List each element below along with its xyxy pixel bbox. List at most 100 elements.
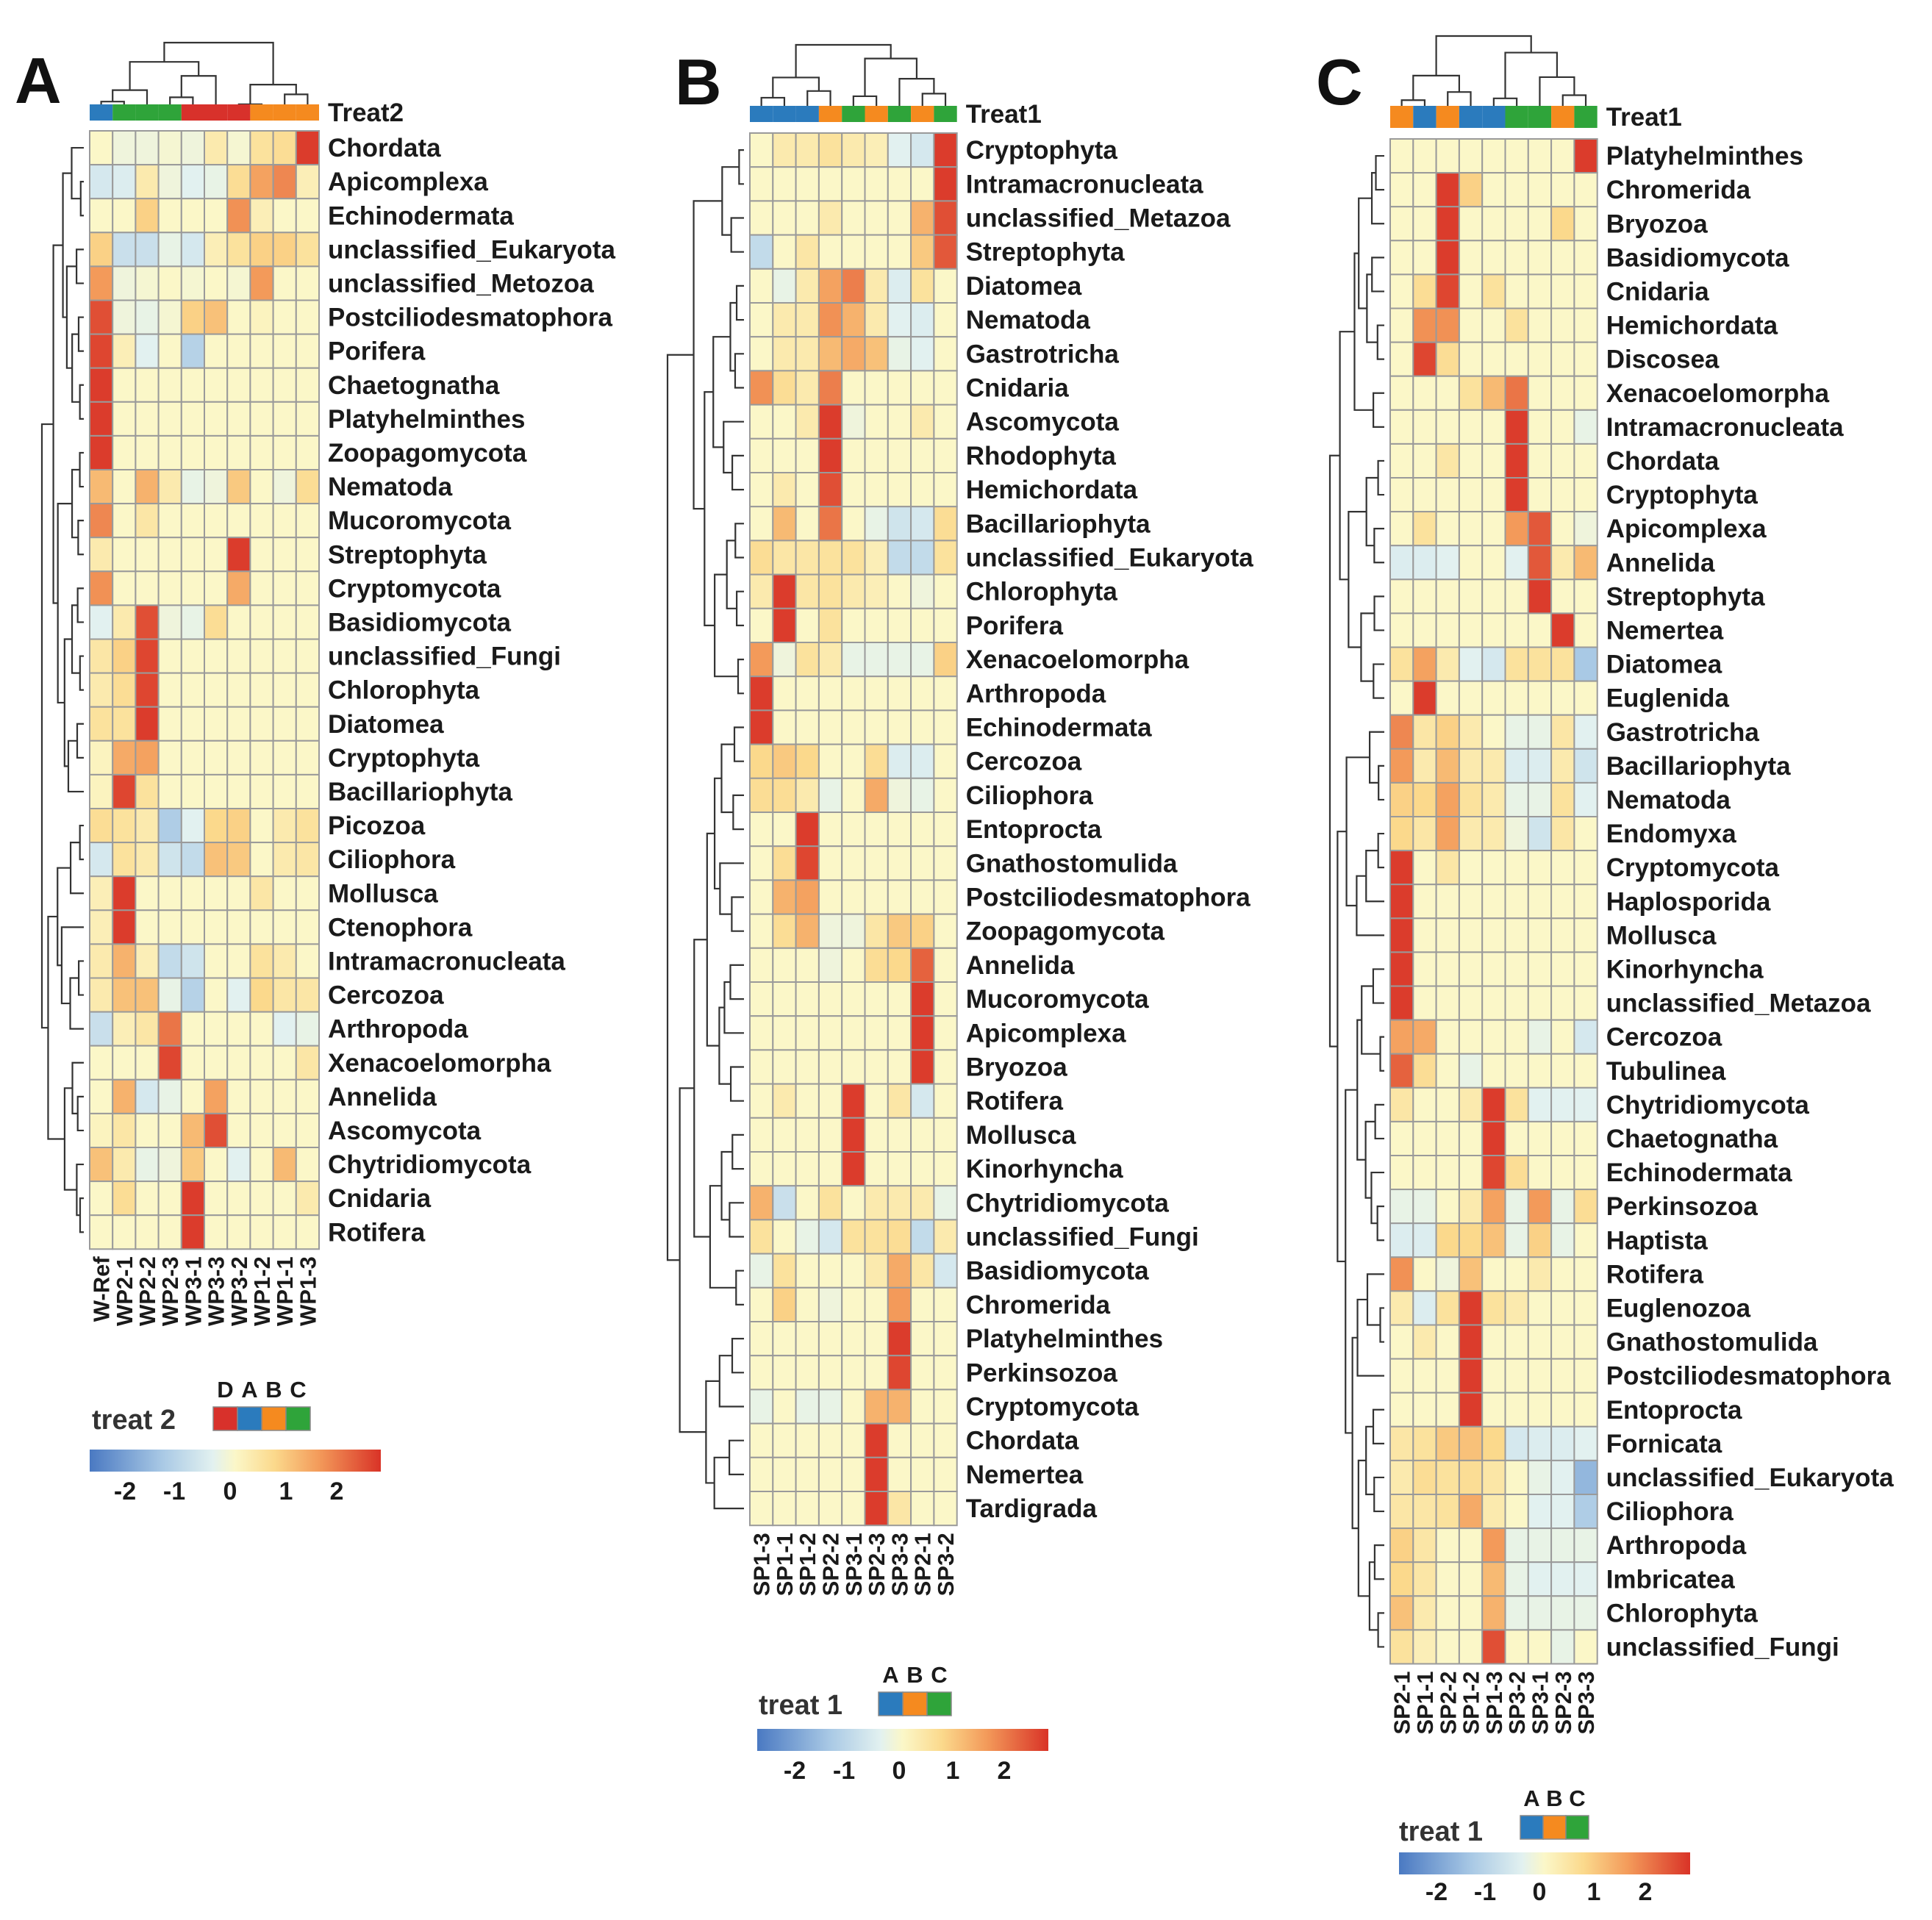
- panel-A-row-label: Cryptomycota: [328, 574, 501, 603]
- panel-C-heatmap-cell: [1504, 1290, 1529, 1326]
- panel-A-heatmap-cell: [272, 164, 297, 200]
- panel-A-heatmap-cell: [180, 299, 206, 335]
- panel-B-heatmap-cell: [817, 336, 843, 372]
- panel-B-heatmap-cell: [749, 1049, 774, 1085]
- panel-A-heatmap-cell: [112, 943, 137, 979]
- panel-C-heatmap-cell: [1527, 1256, 1553, 1292]
- panel-A-heatmap-cell: [226, 1112, 251, 1149]
- panel-B-heatmap-cell: [817, 1185, 843, 1221]
- panel-C-annotation-cell: [1390, 106, 1414, 128]
- panel-A-heatmap-cell: [89, 333, 114, 369]
- panel-A-heatmap-cell: [112, 638, 137, 674]
- panel-B-heatmap-cell: [817, 947, 843, 984]
- panel-A-heatmap-cell: [89, 1112, 114, 1149]
- panel-B-heatmap-cell: [933, 404, 958, 440]
- panel-C-heatmap-cell: [1573, 884, 1598, 920]
- panel-A-row-label: Cnidaria: [328, 1184, 432, 1213]
- panel-A-heatmap-cell: [249, 434, 274, 471]
- panel-A-heatmap-cell: [180, 977, 206, 1013]
- panel-A-heatmap-cell: [295, 672, 320, 708]
- panel-C-heatmap-cell: [1412, 307, 1437, 343]
- panel-C-heatmap-cell: [1389, 172, 1414, 208]
- panel-C-heatmap-cell: [1573, 341, 1598, 377]
- panel-A-heatmap-cell: [272, 604, 297, 640]
- panel-C-heatmap-cell: [1458, 273, 1484, 309]
- panel-A-heatmap-cell: [226, 1181, 251, 1217]
- panel-B-heatmap-cell: [887, 1422, 912, 1458]
- panel-C-heatmap-cell: [1412, 138, 1437, 174]
- panel-C-heatmap-cell: [1573, 307, 1598, 343]
- panel-A-heatmap-cell: [112, 875, 137, 911]
- panel-B-heatmap-cell: [749, 1456, 774, 1493]
- panel-A-heatmap-cell: [249, 875, 274, 911]
- panel-A-heatmap-cell: [295, 232, 320, 268]
- panel-B-heatmap-cell: [887, 1355, 912, 1391]
- panel-A-heatmap-cell: [204, 198, 229, 234]
- panel-B-colorbar-tick: -1: [833, 1757, 855, 1785]
- panel-C-heatmap-cell: [1458, 1324, 1484, 1360]
- panel-B-row-label: Chlorophyta: [966, 578, 1118, 606]
- panel-A-heatmap-cell: [157, 537, 182, 573]
- panel-A-heatmap-cell: [204, 367, 229, 403]
- panel-B-heatmap-cell: [841, 642, 866, 678]
- panel-A-heatmap-cell: [204, 265, 229, 301]
- panel-C-heatmap-cell: [1481, 850, 1506, 886]
- panel-C-heatmap-cell: [1458, 1561, 1484, 1597]
- panel-A-heatmap-cell: [89, 638, 114, 674]
- panel-C-heatmap-cell: [1481, 138, 1506, 174]
- panel-A-column-label: WP1-3: [295, 1256, 321, 1326]
- panel-B-heatmap-cell: [864, 268, 889, 304]
- panel-B-heatmap-cell: [749, 1117, 774, 1153]
- panel-A-row-label: Echinodermata: [328, 201, 514, 230]
- panel-A-row-label: Xenacoelomorpha: [328, 1049, 551, 1078]
- panel-C-heatmap-cell: [1573, 1256, 1598, 1292]
- panel-B-heatmap-cell: [864, 709, 889, 745]
- panel-C-heatmap-cell: [1412, 1561, 1437, 1597]
- panel-C-heatmap-cell: [1527, 1391, 1553, 1428]
- panel-A-heatmap-cell: [226, 570, 251, 606]
- panel-C-heatmap-cell: [1573, 138, 1598, 174]
- panel-C-heatmap-cell: [1527, 714, 1553, 750]
- panel-A-heatmap-cell: [112, 1078, 137, 1114]
- panel-B-heatmap-cell: [841, 132, 866, 168]
- panel-C-heatmap-cell: [1435, 172, 1460, 208]
- panel-C-column-label: SP2-2: [1435, 1672, 1461, 1735]
- panel-C-heatmap-cell: [1504, 375, 1529, 411]
- panel-A-heatmap-cell: [226, 232, 251, 268]
- panel-A-heatmap-cell: [180, 842, 206, 878]
- panel-A-row-label: unclassified_Eukaryota: [328, 235, 616, 264]
- panel-B-heatmap-cell: [817, 302, 843, 338]
- panel-A-heatmap-cell: [204, 469, 229, 505]
- panel-B-heatmap-cell: [817, 132, 843, 168]
- panel-C-heatmap-cell: [1504, 1629, 1529, 1665]
- panel-B-heatmap-cell: [772, 1456, 797, 1493]
- panel-C-heatmap-cell: [1412, 1290, 1437, 1326]
- panel-B-heatmap-cell: [910, 1355, 935, 1391]
- panel-B-heatmap-cell: [817, 642, 843, 678]
- panel-B-heatmap-cell: [933, 1151, 958, 1187]
- panel-A-heatmap-cell: [226, 367, 251, 403]
- panel-C-heatmap-cell: [1573, 1459, 1598, 1496]
- panel-C-heatmap-cell: [1481, 612, 1506, 648]
- panel-A-heatmap-cell: [226, 773, 251, 810]
- panel-C-heatmap-cell: [1527, 951, 1553, 987]
- panel-A-heatmap-cell: [157, 469, 182, 505]
- panel-B-heatmap-cell: [795, 981, 820, 1017]
- panel-C-heatmap-cell: [1504, 477, 1529, 513]
- panel-A-heatmap-cell: [272, 773, 297, 810]
- panel-A-row-label: Picozoa: [328, 812, 426, 840]
- panel-C-heatmap-cell: [1573, 1595, 1598, 1631]
- panel-A-row-label: Annelida: [328, 1083, 437, 1111]
- panel-B-colorbar: [757, 1729, 1048, 1751]
- panel-A-heatmap-cell: [135, 164, 160, 200]
- panel-C-heatmap-cell: [1389, 206, 1414, 242]
- panel-C-annotation-cell: [1528, 106, 1552, 128]
- panel-C-heatmap-cell: [1573, 545, 1598, 581]
- panel-B-heatmap-cell: [910, 166, 935, 202]
- panel-C-heatmap-cell: [1458, 1595, 1484, 1631]
- panel-A-heatmap-cell: [157, 773, 182, 810]
- panel-B-heatmap-cell: [933, 1219, 958, 1255]
- panel-C-heatmap-cell: [1550, 1155, 1575, 1191]
- panel-A-heatmap-cell: [112, 299, 137, 335]
- panel-C-legend-swatch: [1520, 1815, 1544, 1840]
